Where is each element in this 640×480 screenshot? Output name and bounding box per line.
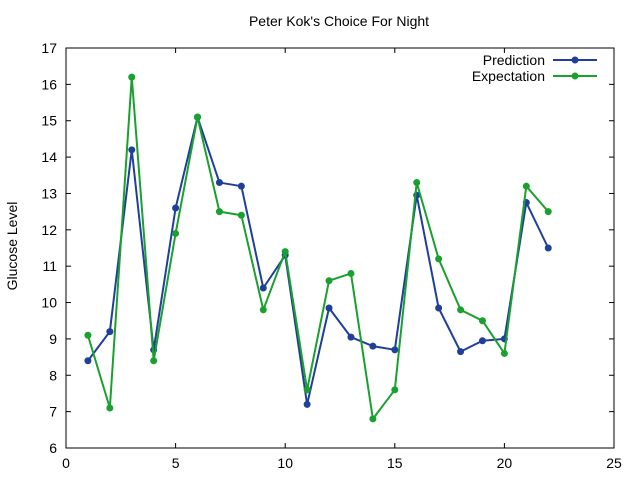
data-point-expectation (303, 386, 311, 394)
y-tick-label: 17 (41, 40, 57, 56)
data-point-expectation (237, 211, 245, 219)
data-point-expectation (194, 113, 202, 121)
data-point-expectation (84, 331, 92, 339)
data-point-expectation (281, 248, 289, 256)
data-point-expectation (150, 357, 158, 365)
data-point-prediction (259, 284, 267, 292)
data-point-prediction (303, 400, 311, 408)
data-point-prediction (237, 182, 245, 190)
data-point-expectation (500, 349, 508, 357)
data-point-expectation (544, 208, 552, 216)
data-point-prediction (457, 348, 465, 356)
y-tick-label: 8 (49, 367, 57, 383)
y-tick-label: 13 (41, 185, 57, 201)
data-point-prediction (435, 304, 443, 312)
y-tick-label: 14 (41, 149, 57, 165)
data-point-expectation (522, 182, 530, 190)
data-point-prediction (84, 357, 92, 365)
x-tick-label: 10 (277, 455, 293, 471)
data-point-expectation (215, 208, 223, 216)
data-point-prediction (172, 204, 180, 212)
y-tick-label: 15 (41, 113, 57, 129)
y-tick-label: 6 (49, 440, 57, 456)
x-tick-label: 15 (387, 455, 403, 471)
plot-area: 0 5 10 15 20 25 6 7 8 9 10 11 12 13 14 15 16 17 Prediction… (41, 40, 622, 471)
data-point-expectation (413, 179, 421, 187)
data-point-prediction (369, 342, 377, 350)
legend-label-prediction: Prediction (483, 52, 545, 68)
data-point-prediction (215, 179, 223, 187)
data-point-prediction (128, 146, 136, 154)
data-point-prediction (478, 337, 486, 345)
legend-marker-prediction (571, 56, 579, 64)
x-tick-label: 5 (172, 455, 180, 471)
y-tick-label: 10 (41, 295, 57, 311)
plot-frame (65, 47, 615, 449)
data-point-expectation (457, 306, 465, 314)
x-tick-label: 20 (497, 455, 513, 471)
data-point-prediction (347, 333, 355, 341)
y-tick-label: 9 (49, 331, 57, 347)
y-tick-label: 11 (42, 258, 57, 274)
series-line-expectation (86, 76, 549, 420)
x-tick-label: 0 (62, 455, 70, 471)
data-point-prediction (391, 346, 399, 354)
data-point-expectation (478, 317, 486, 325)
data-point-expectation (325, 277, 333, 285)
chart-title: Peter Kok's Choice For Night (249, 13, 429, 29)
y-tick-label: 12 (41, 222, 57, 238)
data-point-expectation (259, 306, 267, 314)
data-point-expectation (106, 404, 114, 412)
data-point-expectation (369, 415, 377, 423)
data-point-expectation (391, 386, 399, 394)
data-point-prediction (544, 244, 552, 252)
legend-marker-expectation (571, 72, 579, 80)
data-point-prediction (325, 304, 333, 312)
series-line-prediction (87, 116, 550, 406)
data-point-expectation (435, 255, 443, 263)
data-point-expectation (128, 73, 136, 81)
y-tick-label: 7 (49, 404, 57, 420)
x-tick-label: 25 (606, 455, 622, 471)
data-point-expectation (172, 229, 180, 237)
data-point-expectation (347, 269, 355, 277)
y-tick-label: 16 (41, 76, 57, 92)
y-axis-label: Glucose Level (4, 202, 20, 291)
legend-label-expectation: Expectation (472, 68, 545, 84)
data-point-prediction (106, 328, 114, 336)
